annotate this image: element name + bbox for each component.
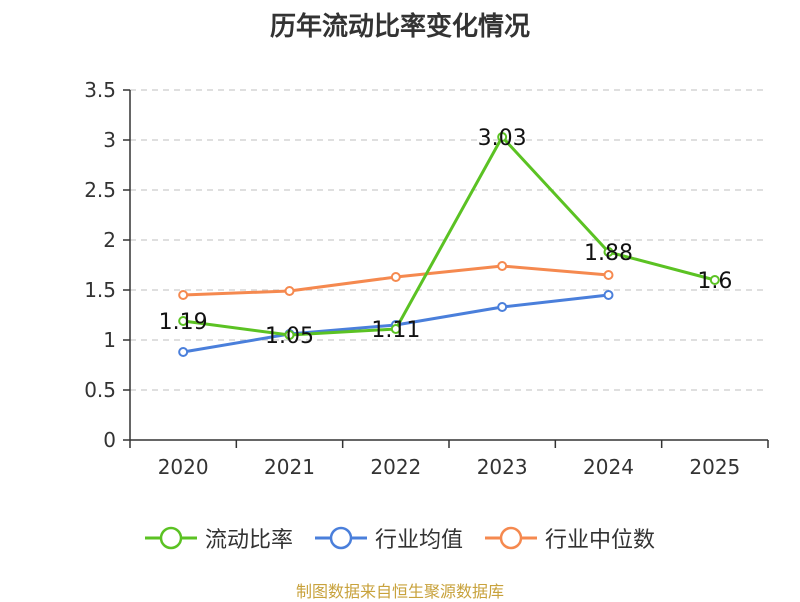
y-tick-label: 2 <box>103 228 116 252</box>
y-tick-label: 1 <box>103 328 116 352</box>
y-tick-label: 1.5 <box>84 278 116 302</box>
x-tick-label: 2025 <box>689 455 740 479</box>
data-point <box>603 270 614 280</box>
data-point <box>178 290 189 300</box>
data-label: 1.19 <box>159 310 208 335</box>
y-tick-label: 3.5 <box>84 78 116 102</box>
series-0 <box>178 132 720 340</box>
x-tick-label: 2023 <box>477 455 528 479</box>
x-tick-label: 2021 <box>264 455 315 479</box>
data-point <box>497 261 508 271</box>
series-line <box>182 135 716 337</box>
data-label: 3.03 <box>478 126 527 151</box>
x-tick-label: 2024 <box>583 455 634 479</box>
data-point <box>178 316 189 326</box>
y-tick-label: 2.5 <box>84 178 116 202</box>
legend-label: 流动比率 <box>204 528 293 553</box>
y-tick-label: 0.5 <box>84 378 116 402</box>
legend-item-0[interactable]: 流动比率 <box>144 522 293 554</box>
legend-item-2[interactable]: 行业中位数 <box>485 522 655 554</box>
chart-title: 历年流动比率变化情况 <box>269 12 530 42</box>
y-tick-label: 3 <box>103 128 116 152</box>
chart-legend: 流动比率 行业均值 行业中位数 <box>0 522 800 554</box>
data-point <box>497 132 508 142</box>
data-point <box>603 247 614 257</box>
data-point <box>390 272 401 282</box>
data-point <box>284 286 295 296</box>
series-2 <box>178 261 614 300</box>
y-tick-label: 0 <box>103 428 116 452</box>
data-point <box>284 330 295 340</box>
legend-label: 行业均值 <box>374 528 463 553</box>
data-point <box>178 347 189 357</box>
data-point <box>709 275 720 285</box>
data-source-note: 制图数据来自恒生聚源数据库 <box>295 582 504 601</box>
legend-swatch-icon <box>314 526 367 550</box>
data-label: 1.6 <box>697 269 732 294</box>
legend-swatch-icon <box>144 526 197 550</box>
legend-swatch-icon <box>485 526 537 550</box>
data-label: 1.88 <box>584 241 633 266</box>
data-label: 1.11 <box>371 318 420 343</box>
data-point <box>390 324 401 334</box>
legend-label: 行业中位数 <box>545 528 656 553</box>
legend-item-1[interactable]: 行业均值 <box>314 522 463 554</box>
x-tick-label: 2022 <box>370 455 421 479</box>
x-tick-label: 2020 <box>158 455 209 479</box>
data-point <box>497 302 508 312</box>
data-label: 1.05 <box>265 324 314 349</box>
data-point <box>603 290 614 300</box>
